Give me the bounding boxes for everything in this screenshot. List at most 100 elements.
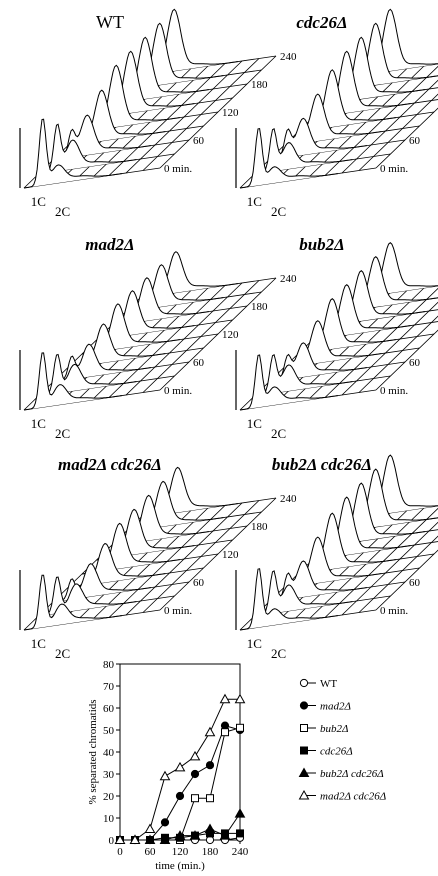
y-tick-label: 70 <box>103 681 115 693</box>
legend-entry: WT <box>299 678 337 690</box>
series-line <box>120 724 241 841</box>
time-tick-label: 240 <box>280 493 297 505</box>
grid-line <box>307 65 425 179</box>
grid-line <box>358 315 438 393</box>
data-point <box>204 823 216 833</box>
legend-entry: mad2Δ cdc26Δ <box>298 789 386 803</box>
legend-label: mad2Δ <box>320 701 351 713</box>
y-tick-label: 60 <box>103 703 115 715</box>
data-point <box>234 808 246 818</box>
x-tick-label: 120 <box>172 846 189 858</box>
histogram-curve <box>254 570 353 617</box>
panel-title: bub2Δ <box>299 235 345 254</box>
grid-line <box>375 549 438 611</box>
grid-line <box>91 507 209 621</box>
curve-fill <box>96 509 195 560</box>
data-point <box>191 794 199 803</box>
time-tick-label: 0 min. <box>380 605 408 617</box>
data-point <box>205 835 215 845</box>
grid-line <box>125 60 243 174</box>
time-tick-label: 0 min. <box>380 385 408 397</box>
separated-chromatids-graph: 0 10 20 30 40 50 60 70 80 0 60 120 180 240 time (min.)… <box>87 659 386 872</box>
data-point <box>220 721 230 730</box>
data-point <box>144 834 156 844</box>
histogram-curve <box>239 128 338 189</box>
time-tick-label: 240 <box>280 51 297 63</box>
data-point <box>175 791 185 801</box>
dna-label-1c: 1C <box>247 636 262 651</box>
grid-line <box>91 287 209 401</box>
grid-line <box>375 329 438 391</box>
curve-fill <box>254 128 353 174</box>
dna-label-1c: 1C <box>31 194 46 209</box>
legend-marker <box>300 724 308 732</box>
data-point <box>236 723 244 732</box>
time-tick-label: 180 <box>251 521 268 533</box>
grid-line <box>159 55 277 169</box>
plot-frame <box>119 663 241 841</box>
histogram-curves <box>23 466 238 631</box>
data-point <box>236 829 244 838</box>
data-point <box>144 823 156 833</box>
histogram-curves <box>239 8 438 189</box>
y-tick-label: 80 <box>103 659 115 671</box>
time-tick-label: 240 <box>280 273 297 285</box>
legend-marker <box>300 746 308 755</box>
grid-line <box>358 93 438 171</box>
time-tick-label: 60 <box>409 135 421 147</box>
legend-marker <box>299 701 309 710</box>
y-tick-label: 10 <box>103 813 115 825</box>
grid-line <box>159 497 277 611</box>
data-point <box>174 830 186 840</box>
series-2 <box>115 721 245 845</box>
time-tick-label: 180 <box>251 301 268 313</box>
grid-line <box>341 79 438 174</box>
grid-line <box>142 500 260 613</box>
curve-fill <box>125 481 224 532</box>
curve-fill <box>240 568 338 630</box>
dna-label-1c: 1C <box>31 416 46 431</box>
data-point <box>219 693 231 704</box>
panel-1: WT 240 180 120 60 0 min. 1C 2C <box>19 8 297 219</box>
legend-label: bub2Δ cdc26Δ <box>320 768 384 780</box>
grid-line <box>125 282 243 396</box>
histogram-curve <box>254 354 353 397</box>
histogram-curve <box>254 128 353 175</box>
panel-5: mad2Δ cdc26Δ 240 180 120 60 0 min. 1C 2C <box>19 455 297 661</box>
panel-title: WT <box>96 12 124 32</box>
curve-fill <box>24 575 122 630</box>
legend-label: WT <box>320 678 337 690</box>
histogram-curve <box>23 352 122 411</box>
time-tick-label: 0 min. <box>380 163 408 175</box>
time-tick-label: 120 <box>222 329 239 341</box>
x-axis-label: time (min.) <box>155 860 205 872</box>
grid-line <box>341 521 438 616</box>
x-tick-label: 240 <box>232 846 249 858</box>
grid-line <box>307 287 425 401</box>
series-3 <box>116 723 244 844</box>
y-tick-label: 50 <box>103 725 115 737</box>
histogram-curve <box>38 353 137 397</box>
data-point <box>205 761 215 770</box>
curve-fill <box>356 455 438 518</box>
grid-line <box>307 507 425 621</box>
data-point <box>159 834 171 844</box>
time-tick-label: 60 <box>193 577 205 589</box>
curve-fill <box>140 467 238 518</box>
dna-label-2c: 2C <box>271 204 286 219</box>
histogram-curves <box>239 454 438 631</box>
time-tick-label: 60 <box>409 357 421 369</box>
y-tick-label: 20 <box>103 791 115 803</box>
histogram-curve <box>268 342 367 383</box>
grid-line <box>142 280 260 393</box>
data-point <box>189 830 201 840</box>
histogram-curve <box>23 574 122 631</box>
legend-marker <box>299 678 309 688</box>
curve-fill <box>67 543 166 588</box>
data-point <box>174 761 186 772</box>
dna-label-2c: 2C <box>55 426 70 441</box>
curve-fill <box>240 355 338 410</box>
time-tick-label: 60 <box>409 577 421 589</box>
histogram-curve <box>38 576 137 617</box>
